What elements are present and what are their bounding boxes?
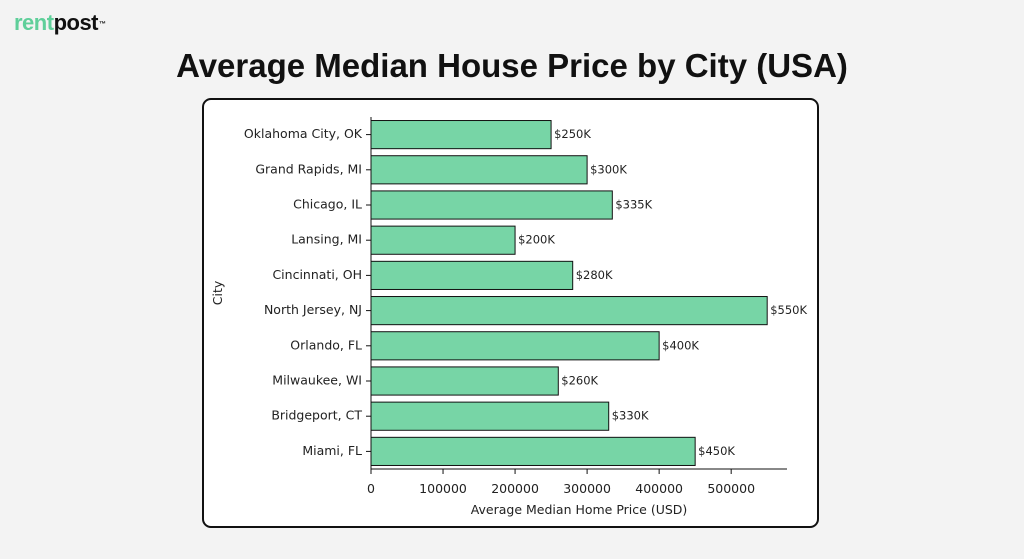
x-axis-title: Average Median Home Price (USD) [471, 502, 688, 517]
logo-text-rent: rent [14, 10, 54, 35]
data-label: $280K [576, 268, 613, 282]
bar [370, 401, 610, 431]
y-tick-label: Chicago, IL [293, 197, 362, 212]
x-tick-label: 500000 [707, 481, 755, 496]
data-label: $300K [590, 162, 627, 176]
y-tick-label: Cincinnati, OH [272, 267, 362, 282]
bar [370, 436, 696, 466]
rentpost-logo: rentpost™ [14, 10, 106, 36]
bar [370, 190, 613, 220]
y-tick-label: Orlando, FL [290, 337, 362, 352]
y-tick-label: Miami, FL [302, 443, 362, 458]
x-tick-label: 300000 [563, 481, 611, 496]
data-label: $250K [554, 127, 591, 141]
y-axis-title: City [210, 280, 225, 305]
y-tick-label: Milwaukee, WI [272, 373, 362, 388]
data-label: $330K [612, 409, 649, 423]
y-tick-label: Lansing, MI [291, 232, 362, 247]
x-tick-label: 0 [367, 481, 375, 496]
x-tick-label: 400000 [635, 481, 683, 496]
plot-area: Oklahoma City, OK $250K Grand Rapids, MI $3… [244, 117, 807, 496]
data-label: $200K [518, 233, 555, 247]
logo-trademark: ™ [99, 21, 106, 28]
data-label: $450K [698, 444, 735, 458]
y-tick-label: Bridgeport, CT [271, 408, 362, 423]
bar [370, 296, 768, 326]
y-tick-label: Grand Rapids, MI [255, 161, 362, 176]
x-tick-label: 100000 [419, 481, 467, 496]
bar [370, 366, 559, 396]
bar [370, 155, 588, 185]
page-title: Average Median House Price by City (USA) [176, 47, 848, 84]
data-label: $335K [615, 198, 652, 212]
bar [370, 260, 574, 290]
y-tick-label: North Jersey, NJ [264, 302, 362, 317]
data-label: $260K [561, 374, 598, 388]
bar-chart: Oklahoma City, OK $250K Grand Rapids, MI $3… [210, 117, 807, 517]
logo-text-post: post [53, 10, 99, 35]
x-tick-label: 200000 [491, 481, 539, 496]
y-tick-label: Oklahoma City, OK [244, 126, 363, 141]
bar [370, 120, 552, 150]
data-label: $400K [662, 338, 699, 352]
bar [370, 225, 516, 255]
bar [370, 331, 660, 361]
chart-card: Oklahoma City, OK $250K Grand Rapids, MI $3… [202, 98, 819, 528]
data-label: $550K [770, 303, 807, 317]
